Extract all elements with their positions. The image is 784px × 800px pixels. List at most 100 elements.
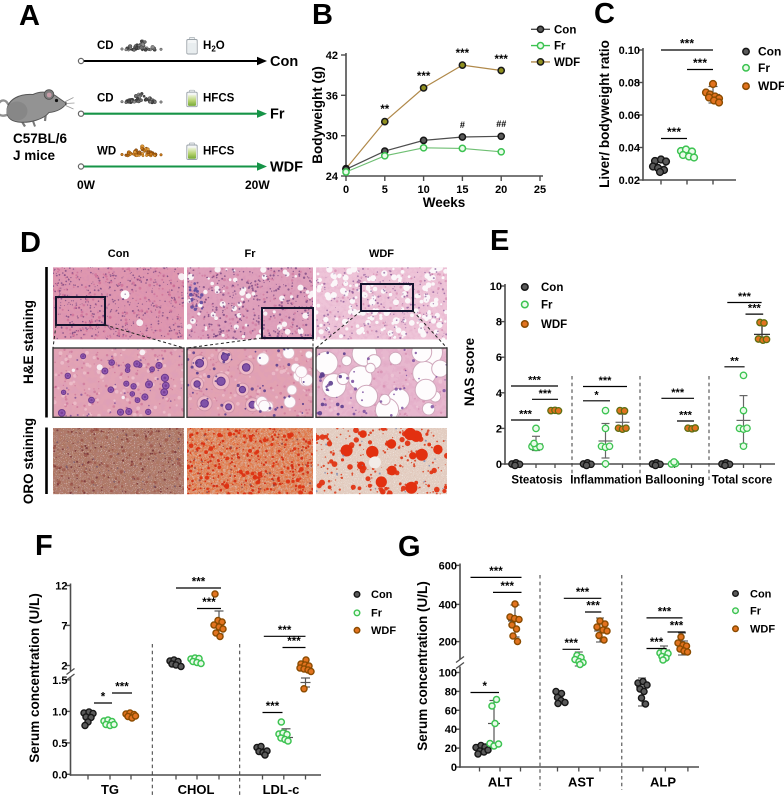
- svg-text:WD: WD: [97, 146, 116, 158]
- svg-text:***: ***: [539, 388, 553, 400]
- svg-text:HFCS: HFCS: [203, 146, 235, 158]
- svg-text:***: ***: [599, 375, 613, 387]
- svg-text:ORO staining: ORO staining: [21, 418, 36, 504]
- svg-text:Con: Con: [750, 588, 772, 600]
- svg-text:WDF: WDF: [758, 79, 784, 93]
- svg-text:***: ***: [494, 54, 508, 66]
- svg-text:Con: Con: [554, 24, 576, 36]
- svg-text:***: ***: [671, 387, 685, 399]
- svg-text:***: ***: [658, 606, 672, 618]
- svg-text:1.5: 1.5: [52, 675, 67, 687]
- svg-text:##: ##: [496, 119, 506, 129]
- svg-text:Fr: Fr: [270, 107, 285, 123]
- svg-text:Con: Con: [541, 282, 563, 294]
- svg-text:D: D: [20, 227, 41, 259]
- svg-text:E: E: [490, 225, 509, 257]
- svg-text:***: ***: [278, 625, 292, 637]
- svg-text:Bodyweight (g): Bodyweight (g): [310, 66, 325, 164]
- svg-text:20W: 20W: [245, 178, 270, 192]
- svg-text:***: ***: [667, 125, 681, 139]
- svg-text:***: ***: [576, 587, 590, 599]
- svg-text:H2O: H2O: [203, 40, 225, 54]
- svg-text:***: ***: [115, 682, 129, 694]
- svg-text:0.0: 0.0: [52, 769, 67, 781]
- svg-text:***: ***: [693, 56, 707, 70]
- svg-text:15: 15: [456, 184, 468, 196]
- svg-text:Serum concentration (U/L): Serum concentration (U/L): [415, 581, 430, 751]
- svg-text:CD: CD: [97, 93, 114, 105]
- svg-text:Fr: Fr: [541, 300, 553, 312]
- svg-text:***: ***: [650, 637, 664, 649]
- svg-text:G: G: [398, 531, 421, 563]
- svg-text:WDF: WDF: [369, 248, 394, 260]
- svg-text:2: 2: [61, 661, 67, 673]
- svg-text:C57BL/6: C57BL/6: [13, 131, 68, 146]
- svg-text:Fr: Fr: [554, 41, 566, 53]
- svg-text:*: *: [101, 692, 106, 704]
- svg-text:Con: Con: [270, 54, 298, 70]
- svg-text:80: 80: [445, 686, 457, 698]
- svg-text:***: ***: [417, 71, 431, 83]
- svg-text:20: 20: [445, 743, 457, 755]
- svg-text:#: #: [460, 120, 465, 130]
- svg-text:12: 12: [55, 581, 67, 593]
- svg-text:Con: Con: [108, 248, 130, 260]
- svg-text:0W: 0W: [77, 178, 96, 192]
- svg-text:100: 100: [439, 668, 457, 680]
- svg-text:0: 0: [451, 762, 457, 774]
- svg-text:Con: Con: [758, 45, 781, 59]
- svg-text:0.04: 0.04: [619, 143, 641, 155]
- svg-text:1.0: 1.0: [52, 706, 67, 718]
- svg-text:Fr: Fr: [750, 606, 762, 618]
- svg-text:***: ***: [456, 48, 470, 60]
- svg-text:400: 400: [439, 599, 457, 611]
- svg-text:8: 8: [496, 317, 502, 329]
- svg-text:***: ***: [586, 601, 600, 613]
- svg-text:NAS score: NAS score: [462, 337, 477, 406]
- svg-text:600: 600: [439, 560, 457, 572]
- svg-text:***: ***: [519, 409, 533, 421]
- svg-text:LDL-c: LDL-c: [263, 782, 300, 797]
- svg-text:***: ***: [202, 597, 216, 609]
- svg-text:***: ***: [679, 410, 693, 422]
- svg-text:30: 30: [326, 131, 338, 143]
- svg-text:Fr: Fr: [245, 248, 257, 260]
- svg-text:10: 10: [417, 184, 429, 196]
- svg-text:42: 42: [326, 50, 338, 62]
- svg-text:10: 10: [490, 281, 502, 293]
- svg-text:*: *: [594, 389, 599, 401]
- svg-text:ALP: ALP: [650, 775, 676, 790]
- svg-text:36: 36: [326, 90, 338, 102]
- svg-text:WDF: WDF: [371, 625, 396, 637]
- svg-text:WDF: WDF: [554, 57, 580, 69]
- svg-text:A: A: [19, 0, 40, 32]
- svg-text:60: 60: [445, 705, 457, 717]
- svg-text:Liver/ bodyweight ratio: Liver/ bodyweight ratio: [597, 40, 612, 188]
- svg-text:B: B: [312, 0, 333, 31]
- svg-text:20: 20: [495, 184, 507, 196]
- svg-text:*: *: [483, 681, 488, 693]
- svg-text:4: 4: [496, 388, 503, 400]
- svg-text:H&E staining: H&E staining: [21, 300, 36, 384]
- svg-text:***: ***: [680, 37, 694, 51]
- svg-text:0.10: 0.10: [619, 45, 640, 57]
- svg-text:ALT: ALT: [488, 775, 512, 790]
- svg-text:0.5: 0.5: [52, 738, 67, 750]
- svg-text:***: ***: [738, 291, 752, 303]
- svg-text:WDF: WDF: [750, 624, 775, 636]
- svg-text:**: **: [380, 104, 389, 116]
- svg-text:Weeks: Weeks: [423, 195, 466, 210]
- svg-text:C: C: [594, 0, 615, 30]
- svg-text:7: 7: [61, 620, 67, 632]
- svg-text:200: 200: [439, 637, 457, 649]
- svg-text:Serum concentration (U/L): Serum concentration (U/L): [27, 593, 42, 763]
- svg-text:40: 40: [445, 724, 457, 736]
- svg-text:***: ***: [565, 638, 579, 650]
- svg-text:***: ***: [528, 375, 542, 387]
- svg-text:***: ***: [748, 303, 762, 315]
- svg-text:24: 24: [326, 171, 339, 183]
- svg-text:WDF: WDF: [270, 160, 303, 176]
- svg-text:***: ***: [501, 581, 515, 593]
- svg-text:0.06: 0.06: [619, 110, 640, 122]
- svg-text:Ballooning: Ballooning: [645, 475, 704, 487]
